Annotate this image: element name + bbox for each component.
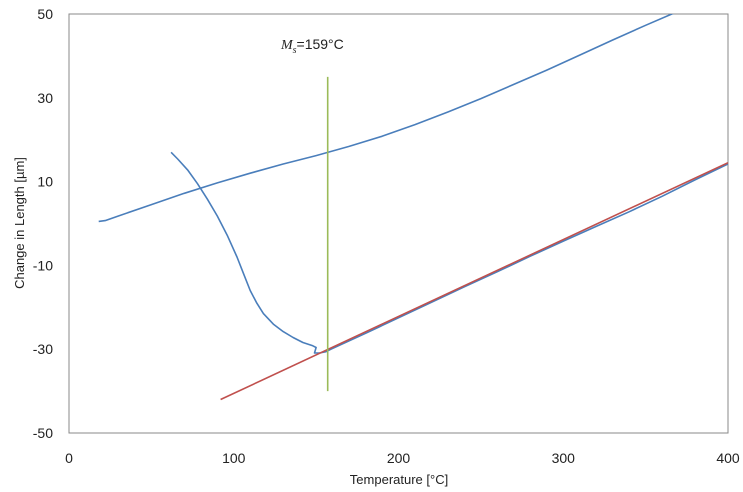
y-tick-label: -10 xyxy=(33,257,53,273)
x-tick-label: 100 xyxy=(222,450,246,466)
y-tick-label: 30 xyxy=(37,90,53,106)
ms-annotation-subscript: s xyxy=(293,45,297,56)
y-tick-label: 50 xyxy=(37,6,53,22)
ms-annotation: Ms=159°C xyxy=(280,36,344,56)
y-axis-title: Change in Length [µm] xyxy=(12,157,27,289)
series-line-3 xyxy=(220,161,728,401)
ms-annotation-value: =159°C xyxy=(297,36,344,52)
x-tick-label: 400 xyxy=(716,450,740,466)
y-tick-label: -50 xyxy=(33,425,53,441)
x-tick-label: 300 xyxy=(552,450,576,466)
x-tick-labels: 0 100 200 300 400 xyxy=(65,450,740,466)
x-axis-title: Temperature [°C] xyxy=(350,472,448,487)
series-line-2 xyxy=(170,151,728,354)
series-layer xyxy=(98,14,728,401)
y-tick-labels: -50 -30 -10 10 30 50 xyxy=(33,6,53,441)
x-tick-label: 0 xyxy=(65,450,73,466)
plot-area xyxy=(68,13,729,434)
y-tick-label: -30 xyxy=(33,341,53,357)
x-tick-label: 200 xyxy=(387,450,411,466)
y-tick-label: 10 xyxy=(37,174,53,190)
ms-annotation-symbol: M xyxy=(280,38,294,53)
series-line-1 xyxy=(98,14,674,223)
